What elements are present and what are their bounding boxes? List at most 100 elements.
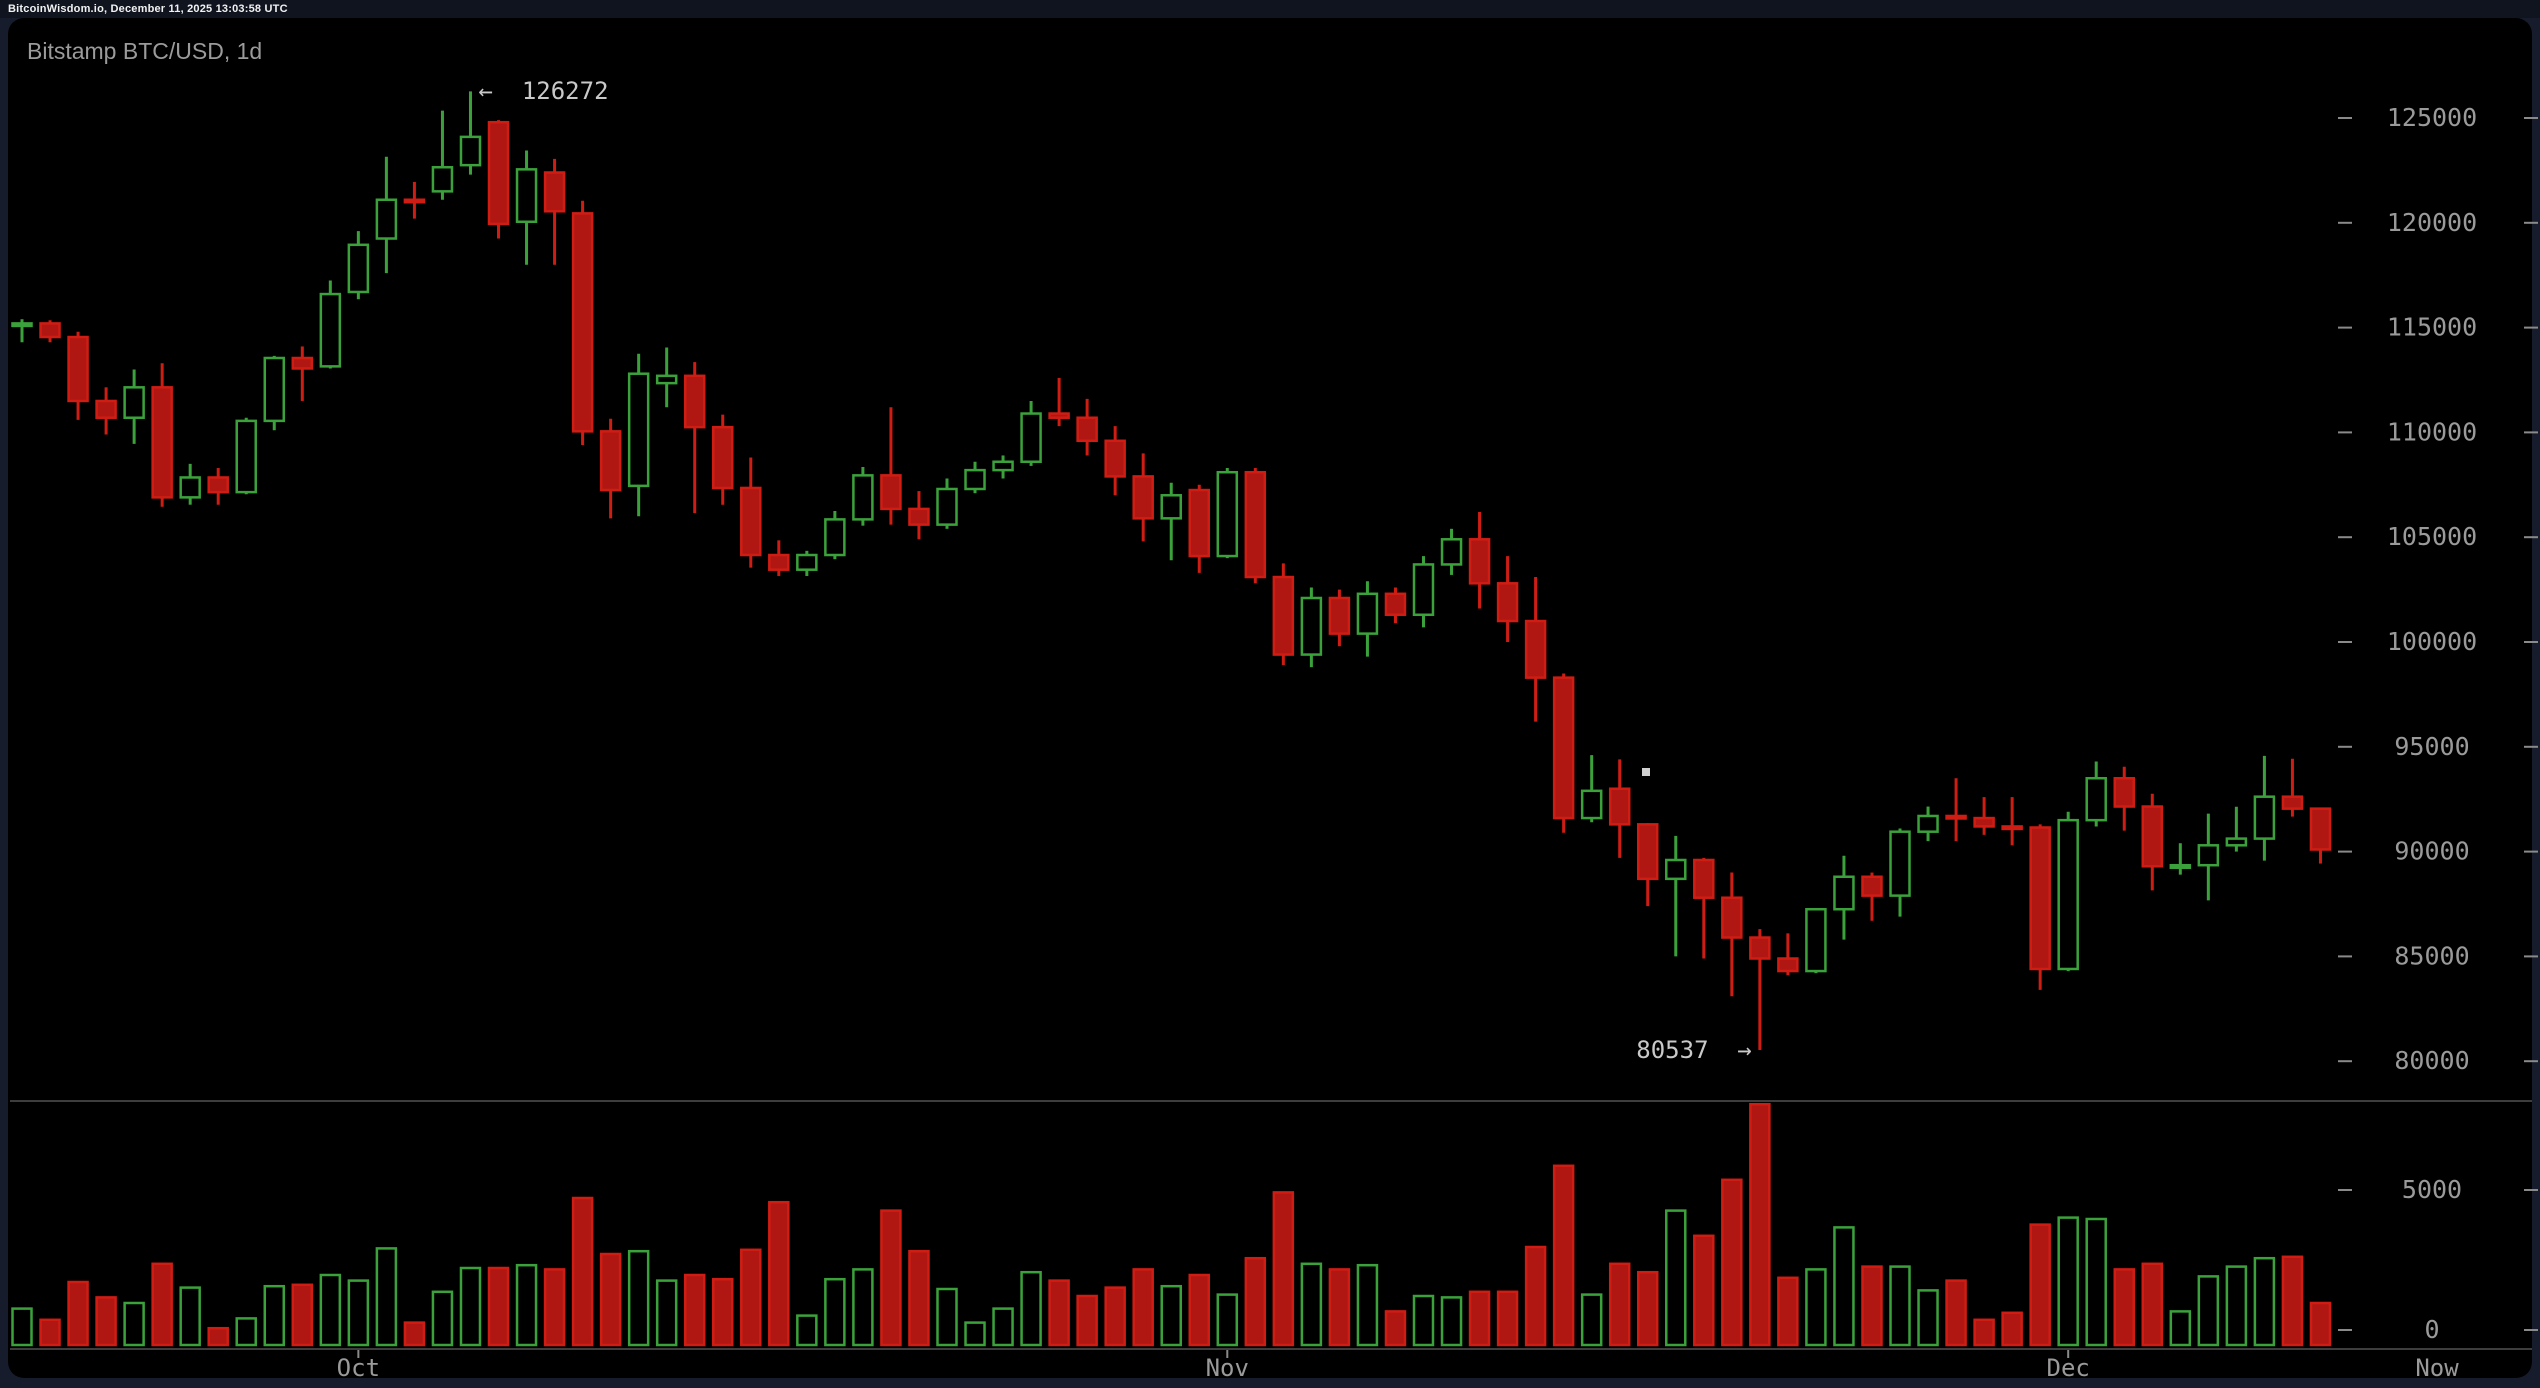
candle-down — [403, 181, 426, 219]
volume-bar-up — [11, 1307, 33, 1347]
candle-body — [431, 166, 454, 193]
candle-body — [487, 120, 510, 226]
candle-body — [1552, 676, 1575, 820]
chart-title: Bitstamp BTC/USD, 1d — [27, 38, 263, 64]
volume-bar-up — [1300, 1262, 1323, 1347]
candle-down — [1721, 872, 1743, 997]
candle-down — [543, 158, 566, 265]
candle-up — [2085, 761, 2107, 827]
candle-up — [1580, 755, 1603, 823]
candle-down — [712, 414, 734, 505]
candle-body — [1889, 830, 1911, 897]
candle-down — [1104, 426, 1126, 496]
volume-bar-down — [683, 1273, 706, 1347]
volume-bar-down — [1048, 1279, 1070, 1347]
volume-bar-down — [1524, 1245, 1547, 1347]
volume-bar-down — [1608, 1262, 1631, 1347]
volume-bar-up — [2057, 1216, 2079, 1347]
candle-body — [1496, 582, 1519, 623]
volume-bar-down — [1973, 1318, 1995, 1347]
price-tick-label: 105000 — [2387, 522, 2477, 551]
candle-down — [908, 491, 930, 540]
candle-up — [263, 355, 286, 431]
volume-bar-down — [1132, 1268, 1154, 1347]
volume-bar-up — [459, 1266, 482, 1347]
volume-bar-down — [2309, 1301, 2332, 1347]
candle-body — [683, 374, 706, 429]
candle-up — [431, 110, 454, 200]
candle-down — [95, 387, 117, 435]
volume-bar-up — [2169, 1310, 2192, 1347]
candle-body — [627, 372, 650, 488]
candle-down — [1384, 587, 1407, 624]
candle-body — [1132, 475, 1154, 520]
candle-up — [1160, 482, 1182, 561]
candle-down — [1777, 933, 1799, 976]
candle-body — [1300, 596, 1323, 656]
volume-bar-up — [992, 1307, 1014, 1347]
candle-down — [1076, 398, 1098, 456]
candle-up — [2169, 843, 2192, 875]
candle-down — [291, 346, 314, 401]
candle-body — [768, 553, 790, 571]
volume-bar-down — [1777, 1276, 1799, 1347]
volume-bar-down — [1721, 1178, 1743, 1347]
candle-down — [2113, 766, 2135, 831]
candle-body — [1048, 412, 1070, 419]
candle-up — [627, 353, 650, 517]
high-price-annotation: ← 126272 — [478, 77, 609, 106]
candle-down — [1496, 556, 1519, 642]
candle-down — [1636, 823, 1659, 907]
month-label: Oct — [337, 1354, 380, 1382]
volume-bar-up — [1917, 1289, 1939, 1347]
volume-bar-down — [2141, 1262, 2164, 1347]
candle-body — [1440, 538, 1463, 566]
volume-bar-up — [123, 1301, 145, 1347]
candle-body — [880, 474, 902, 511]
volume-bar-up — [852, 1268, 874, 1347]
volume-bar-down — [207, 1326, 229, 1347]
volume-bar-down — [1188, 1273, 1211, 1347]
candle-body — [852, 474, 874, 521]
candle-down — [2001, 797, 2023, 846]
candle-body — [459, 135, 482, 167]
candle-up — [375, 156, 398, 274]
candle-body — [375, 198, 398, 240]
volume-bar-down — [880, 1209, 902, 1347]
candle-up — [2057, 811, 2079, 972]
candle-body — [1805, 907, 1827, 973]
candle-body — [740, 486, 762, 557]
candle-down — [1693, 857, 1715, 959]
volume-bar-up — [1833, 1226, 1855, 1347]
volume-bar-down — [1945, 1279, 1967, 1347]
price-tick-label: 95000 — [2394, 732, 2469, 761]
volume-bar-up — [2225, 1265, 2248, 1347]
candle-down — [1552, 673, 1575, 833]
candle-up — [2197, 813, 2220, 901]
volume-bar-up — [515, 1263, 538, 1347]
candle-up — [319, 280, 342, 369]
volume-bar-down — [2001, 1311, 2023, 1347]
chart-panel[interactable] — [8, 18, 2532, 1378]
candle-down — [1244, 468, 1267, 584]
candle-down — [207, 468, 229, 505]
volume-bar-up — [655, 1279, 678, 1347]
candle-body — [1412, 563, 1435, 617]
candle-body — [964, 468, 986, 491]
candle-body — [1693, 858, 1715, 899]
candle-down — [1973, 797, 1995, 835]
volume-bar-down — [1328, 1268, 1351, 1347]
candle-body — [2225, 837, 2248, 847]
candle-up — [1665, 835, 1687, 957]
volume-bar-down — [2281, 1255, 2304, 1347]
volume-bar-up — [375, 1247, 398, 1347]
candle-up — [1917, 806, 1939, 842]
volume-bar-down — [1384, 1310, 1407, 1347]
candle-body — [2001, 825, 2023, 831]
candle-body — [151, 386, 173, 499]
candle-down — [683, 362, 706, 514]
candle-body — [1188, 488, 1211, 558]
volume-bar-down — [67, 1280, 89, 1347]
candle-body — [1160, 494, 1182, 520]
